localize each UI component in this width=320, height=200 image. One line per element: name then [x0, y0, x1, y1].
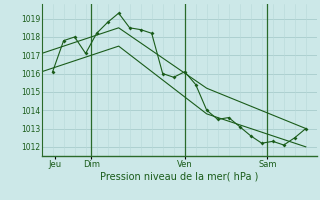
- X-axis label: Pression niveau de la mer( hPa ): Pression niveau de la mer( hPa ): [100, 172, 258, 182]
